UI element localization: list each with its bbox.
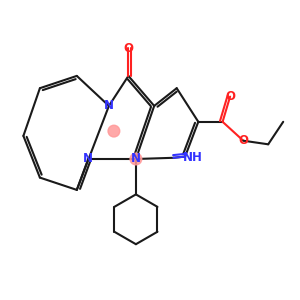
- Circle shape: [108, 125, 120, 137]
- Text: O: O: [238, 134, 248, 147]
- Text: N: N: [131, 152, 141, 166]
- Text: NH: NH: [182, 151, 202, 164]
- Text: O: O: [123, 42, 134, 55]
- Text: N: N: [104, 99, 114, 112]
- Circle shape: [130, 153, 142, 165]
- Text: O: O: [225, 90, 235, 103]
- Text: N: N: [83, 152, 93, 166]
